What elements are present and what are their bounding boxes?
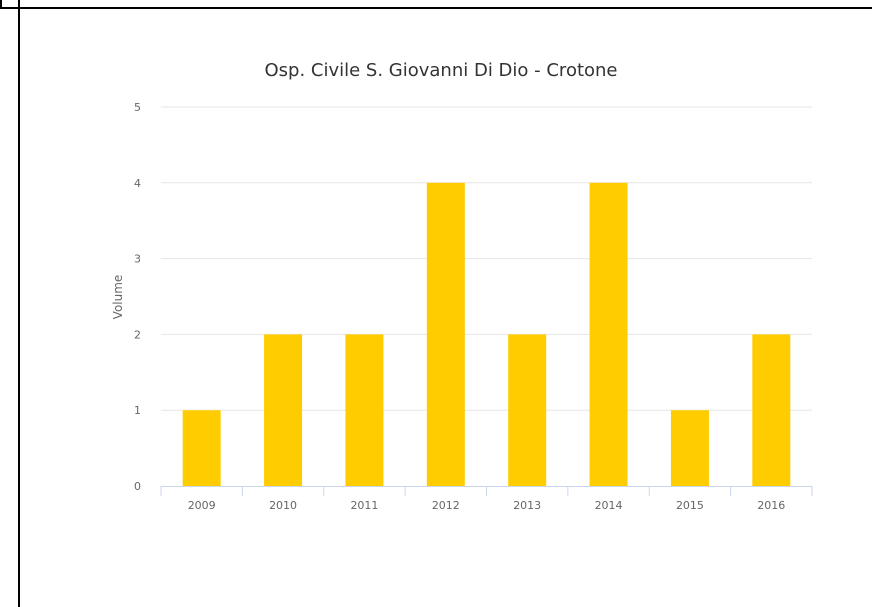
chart-title: Osp. Civile S. Giovanni Di Dio - Crotone <box>264 60 617 81</box>
y-tick-label: 4 <box>134 177 141 190</box>
bars <box>182 182 791 487</box>
bar-2009 <box>182 410 221 486</box>
bar-2012 <box>426 182 465 487</box>
x-tick-label: 2014 <box>595 499 623 512</box>
frame-corner-tick <box>0 0 2 8</box>
y-tick-label: 0 <box>134 480 141 493</box>
x-tick-label: 2011 <box>350 499 378 512</box>
gridlines <box>161 106 812 411</box>
x-tick-label: 2012 <box>432 499 460 512</box>
y-axis-ticks: 0 1 2 3 4 5 <box>134 101 141 493</box>
bar-2016 <box>752 334 791 486</box>
bar-2010 <box>264 334 303 486</box>
x-tick-label: 2015 <box>676 499 704 512</box>
y-tick-label: 2 <box>134 328 141 341</box>
x-tick-label: 2016 <box>757 499 785 512</box>
frame-top-border <box>0 7 872 9</box>
y-tick-label: 1 <box>134 404 141 417</box>
x-tick-label: 2009 <box>188 499 216 512</box>
x-tick-label: 2013 <box>513 499 541 512</box>
x-axis: 2009 2010 2011 2012 2013 2014 2015 2016 <box>160 486 813 512</box>
bar-2013 <box>508 334 547 486</box>
frame-left-border <box>18 0 20 607</box>
bar-2014 <box>589 182 628 487</box>
y-tick-label: 5 <box>134 101 141 114</box>
bar-2015 <box>670 410 709 486</box>
bar-2011 <box>345 334 384 486</box>
y-tick-label: 3 <box>134 253 141 266</box>
x-tick-label: 2010 <box>269 499 297 512</box>
y-axis-title: Volume <box>111 275 125 320</box>
